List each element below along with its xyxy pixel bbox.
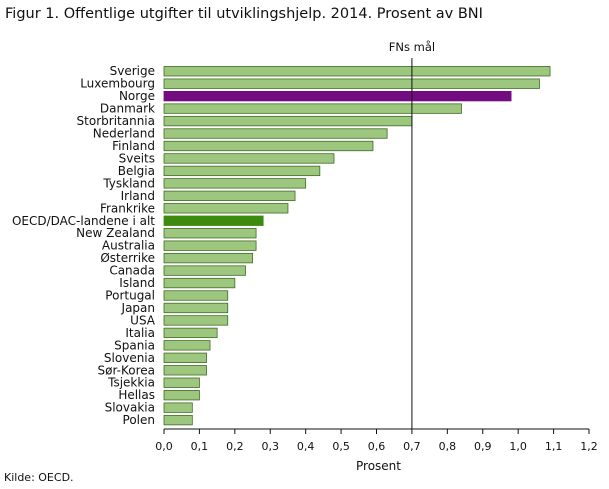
source-note: Kilde: OECD. bbox=[4, 471, 74, 484]
category-label-tsjekkia: Tsjekkia bbox=[107, 376, 155, 390]
x-tick-label: 1,0 bbox=[509, 440, 527, 453]
category-label-slovenia: Slovenia bbox=[104, 351, 155, 365]
bar-tyskland bbox=[163, 178, 307, 189]
category-label-nederland: Nederland bbox=[93, 127, 155, 141]
bar-australia bbox=[163, 240, 257, 251]
category-label-frankrike: Frankrike bbox=[100, 201, 155, 215]
bar-danmark bbox=[163, 103, 462, 114]
category-label-storbritannia: Storbritannia bbox=[77, 114, 155, 128]
bar-slovakia bbox=[163, 402, 193, 413]
bar-sveits bbox=[163, 153, 335, 164]
category-label-island: Island bbox=[119, 276, 155, 290]
category-label-slovakia: Slovakia bbox=[105, 401, 155, 415]
bar-usa bbox=[163, 315, 229, 326]
chart-title: Figur 1. Offentlige utgifter til utvikli… bbox=[5, 6, 483, 22]
x-tick-label: 0,9 bbox=[474, 440, 492, 453]
x-tick-label: 0,8 bbox=[439, 440, 457, 453]
category-label-sverige: Sverige bbox=[110, 64, 155, 78]
x-tick-label: 0,3 bbox=[262, 440, 280, 453]
bar-slovenia bbox=[163, 352, 207, 363]
x-tick-label: 1,2 bbox=[580, 440, 598, 453]
category-label-canada: Canada bbox=[109, 264, 155, 278]
category-label-tyskland: Tyskland bbox=[102, 176, 155, 190]
category-label-sor-korea: Sør-Korea bbox=[98, 363, 155, 377]
x-tick-label: 0,4 bbox=[297, 440, 315, 453]
bar-irland bbox=[163, 190, 296, 201]
category-label-new-zealand: New Zealand bbox=[76, 226, 155, 240]
x-tick-label: 0,5 bbox=[332, 440, 350, 453]
x-ticks: 0,0 0,1 0,2 0,3 0,4 0,5 0,6 0,7 0,8 0,9 1,0 1,1 1,2 bbox=[155, 429, 598, 453]
bar-norge bbox=[163, 91, 512, 102]
bar-sor-korea bbox=[163, 365, 207, 376]
category-label-portugal: Portugal bbox=[105, 289, 155, 303]
category-label-sveits: Sveits bbox=[119, 151, 155, 165]
x-axis-title: Prosent bbox=[356, 459, 401, 473]
x-tick-label: 0,0 bbox=[155, 440, 173, 453]
bar-new-zealand bbox=[163, 228, 257, 239]
category-label-australia: Australia bbox=[102, 239, 155, 253]
x-tick-label: 0,6 bbox=[368, 440, 386, 453]
x-tick-label: 0,7 bbox=[403, 440, 421, 453]
bar-oecd-dac-landene-i-alt bbox=[163, 215, 264, 226]
category-label-usa: USA bbox=[130, 313, 156, 327]
reference-line-label: FNs mål bbox=[389, 40, 435, 54]
bar-portugal bbox=[163, 290, 229, 301]
category-label-oecd-dac-landene-i-alt: OECD/DAC-landene i alt bbox=[12, 214, 155, 228]
bar-luxembourg bbox=[163, 78, 540, 89]
bar-storbritannia bbox=[163, 115, 413, 127]
x-tick-label: 0,2 bbox=[226, 440, 244, 453]
category-label-norge: Norge bbox=[119, 89, 155, 103]
bar-belgia bbox=[163, 165, 321, 177]
category-label-luxembourg: Luxembourg bbox=[80, 77, 155, 91]
bar-frankrike bbox=[163, 203, 289, 214]
x-tick-label: 0,1 bbox=[191, 440, 209, 453]
category-label-finland: Finland bbox=[112, 139, 155, 153]
bar-italia bbox=[163, 327, 218, 339]
category-label-italia: Italia bbox=[125, 326, 155, 340]
bar-sverige bbox=[163, 66, 551, 77]
category-label-irland: Irland bbox=[121, 189, 155, 203]
category-label-osterrike: Østerrike bbox=[100, 251, 155, 265]
bar-canada bbox=[163, 265, 246, 276]
x-tick-label: 1,1 bbox=[545, 440, 563, 453]
bar-hellas bbox=[163, 390, 200, 401]
bar-japan bbox=[163, 302, 229, 314]
bar-nederland bbox=[163, 128, 388, 139]
category-labels: SverigeLuxembourgNorgeDanmarkStorbritann… bbox=[12, 64, 156, 427]
category-label-spania: Spania bbox=[114, 338, 155, 352]
bar-tsjekkia bbox=[163, 377, 200, 388]
bar-spania bbox=[163, 340, 211, 351]
bar-polen bbox=[163, 414, 193, 426]
reference-line-group: FNs mål bbox=[389, 40, 435, 429]
bar-island bbox=[163, 277, 236, 289]
bars-group bbox=[163, 66, 551, 426]
category-label-polen: Polen bbox=[123, 413, 155, 427]
category-label-belgia: Belgia bbox=[118, 164, 155, 178]
category-label-japan: Japan bbox=[121, 301, 155, 315]
category-label-hellas: Hellas bbox=[118, 388, 155, 402]
bar-osterrike bbox=[163, 252, 253, 264]
category-label-danmark: Danmark bbox=[100, 102, 155, 116]
bar-finland bbox=[163, 140, 374, 152]
